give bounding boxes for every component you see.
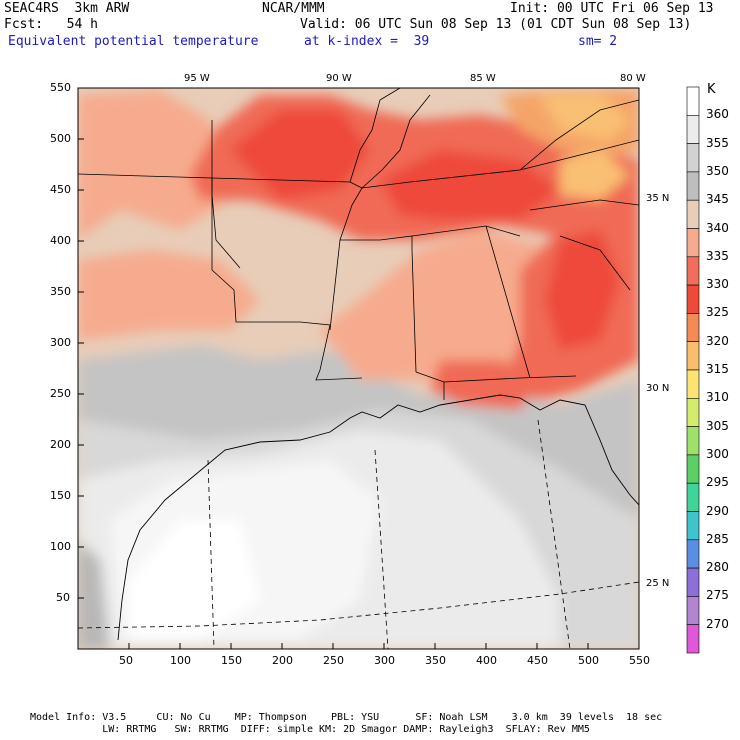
model-info-line2: LW: RRTMG SW: RRTMG DIFF: simple KM: 2D … — [30, 724, 590, 735]
x-tick-label: 150 — [221, 654, 242, 667]
y-tick-label: 300 — [50, 336, 71, 349]
y-tick-label: 50 — [56, 591, 70, 604]
y-axis-ticks — [78, 87, 84, 599]
coastline — [117, 394, 639, 641]
y-tick-label: 450 — [50, 183, 71, 196]
y-tick-label: 200 — [50, 438, 71, 451]
latitude-label: 30 N — [646, 383, 670, 394]
legend-level: 340 — [706, 220, 729, 235]
longitude-label: 90 W — [326, 73, 352, 84]
x-tick-label: 400 — [476, 654, 497, 667]
legend-level: 325 — [706, 305, 729, 320]
x-tick-label: 300 — [374, 654, 395, 667]
red-panhandle — [430, 360, 540, 410]
legend-level: 350 — [706, 163, 729, 178]
yellow-appalachian — [560, 150, 630, 200]
forecast-hour: Fcst: 54 h — [4, 17, 98, 32]
graticule — [78, 419, 639, 649]
y-tick-label: 550 — [50, 81, 71, 94]
legend-level: 310 — [706, 390, 729, 405]
valid-time: Valid: 06 UTC Sun 08 Sep 13 (01 CDT Sun … — [300, 17, 692, 32]
legend-level: 355 — [706, 135, 729, 150]
red-core-east — [380, 150, 560, 220]
band-360-core — [130, 520, 260, 640]
legend-level: 295 — [706, 475, 729, 490]
y-tick-label: 100 — [50, 540, 71, 553]
longitude-label: 80 W — [620, 73, 646, 84]
red-core-southeast — [545, 230, 620, 350]
legend-level: 280 — [706, 560, 729, 575]
legend-level: 360 — [706, 107, 729, 122]
legend-level: 300 — [706, 446, 729, 461]
legend-level: 290 — [706, 503, 729, 518]
salmon-north — [78, 90, 230, 240]
legend-level: 285 — [706, 531, 729, 546]
latitude-label: 35 N — [646, 193, 670, 204]
x-tick-label: 500 — [578, 654, 599, 667]
legend-level: 330 — [706, 277, 729, 292]
x-tick-label: 250 — [323, 654, 344, 667]
state-boundaries — [78, 88, 639, 400]
legend-level: 315 — [706, 362, 729, 376]
legend-level: 305 — [706, 418, 729, 433]
legend-level: 345 — [706, 192, 729, 207]
red-core-north — [230, 110, 370, 200]
longitude-label: 85 W — [470, 73, 496, 84]
field-shading — [78, 88, 639, 649]
y-tick-label: 400 — [50, 234, 71, 247]
x-tick-label: 50 — [119, 654, 133, 667]
org-label: NCAR/MMM — [262, 1, 325, 16]
legend-unit: K — [707, 82, 716, 97]
x-tick-label: 450 — [527, 654, 548, 667]
field-blobs — [78, 90, 639, 649]
legend-level: 320 — [706, 333, 729, 348]
k-index: at k-index = 39 — [304, 34, 430, 49]
x-tick-label: 200 — [272, 654, 293, 667]
legend-level: 275 — [706, 588, 729, 603]
y-tick-label: 250 — [50, 387, 71, 400]
y-tick-label: 350 — [50, 285, 71, 298]
field-name: Equivalent potential temperature — [8, 34, 259, 49]
plot-frame — [77, 87, 640, 650]
longitude-label: 95 W — [184, 73, 210, 84]
model-title: SEAC4RS 3km ARW — [4, 1, 130, 16]
yellow-northeast — [540, 95, 630, 140]
legend-level: 270 — [706, 616, 729, 631]
x-tick-label: 100 — [170, 654, 191, 667]
x-axis-ticks — [128, 643, 640, 649]
west-grey — [78, 540, 110, 649]
legend-level: 335 — [706, 248, 729, 263]
model-info-line1: Model Info: V3.5 CU: No Cu MP: Thompson … — [30, 712, 663, 723]
smoothing: sm= 2 — [578, 34, 618, 49]
y-tick-label: 150 — [50, 489, 71, 502]
x-tick-label: 550 — [629, 654, 650, 667]
init-time: Init: 00 UTC Fri 06 Sep 13 — [510, 1, 714, 16]
x-tick-label: 350 — [425, 654, 446, 667]
y-tick-label: 500 — [50, 132, 71, 145]
latitude-label: 25 N — [646, 578, 670, 589]
